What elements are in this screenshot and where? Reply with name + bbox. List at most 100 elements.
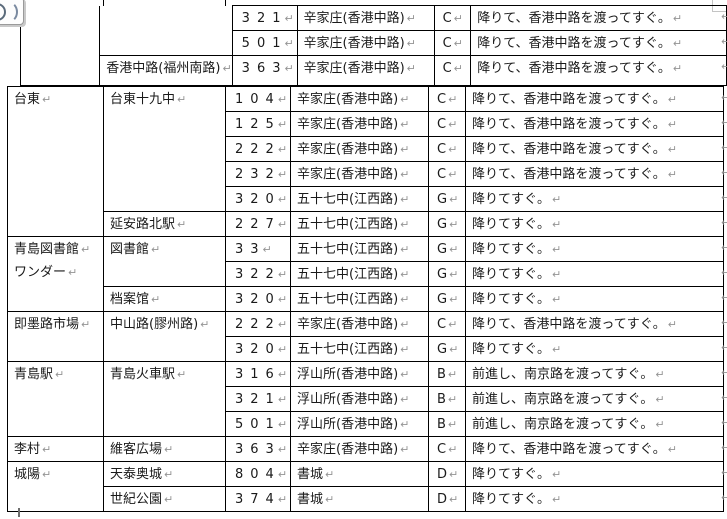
- dest-cell[interactable]: 五十七中(江西路) ↵: [290, 236, 429, 262]
- note-cell[interactable]: 降りて、香港中路を渡ってすぐ。 ↵: [465, 161, 724, 187]
- dest-cell[interactable]: 浮山所(香港中路) ↵: [290, 411, 429, 437]
- stop-cell[interactable]: 香港中路(福州南路) ↵: [99, 55, 233, 86]
- note-cell[interactable]: 降りて、香港中路を渡ってすぐ。 ↵: [465, 86, 724, 112]
- bus-cell[interactable]: 501↵: [225, 411, 291, 437]
- code-cell[interactable]: G ↵: [428, 211, 466, 237]
- note-cell[interactable]: 降りてすぐ。 ↵: [465, 186, 724, 212]
- note-cell[interactable]: 降りて、香港中路を渡ってすぐ。 ↵: [465, 111, 724, 137]
- code-cell[interactable]: C ↵: [428, 311, 466, 337]
- stop-cell[interactable]: [99, 5, 233, 56]
- code-cell[interactable]: C ↵: [433, 30, 472, 56]
- note-cell[interactable]: 降りて、香港中路を渡ってすぐ。 ↵: [470, 55, 727, 86]
- bus-cell[interactable]: 222↵: [225, 311, 291, 337]
- code-cell[interactable]: C ↵: [428, 436, 466, 462]
- code-cell[interactable]: C ↵: [428, 136, 466, 162]
- code-cell[interactable]: D ↵: [428, 486, 466, 512]
- code-cell[interactable]: B ↵: [428, 411, 466, 437]
- dest-cell[interactable]: 五十七中(江西路) ↵: [290, 336, 429, 362]
- bus-cell[interactable]: 374↵: [225, 486, 291, 512]
- note-cell[interactable]: 前進し、南京路を渡ってすぐ。 ↵: [465, 361, 724, 387]
- bus-cell[interactable]: 104↵: [225, 86, 291, 112]
- note-cell[interactable]: 降りてすぐ。 ↵: [465, 261, 724, 287]
- code-cell[interactable]: D ↵: [428, 461, 466, 487]
- code-cell[interactable]: C ↵: [428, 161, 466, 187]
- bus-cell[interactable]: 232↵: [225, 161, 291, 187]
- note-cell[interactable]: 降りてすぐ。 ↵: [465, 286, 724, 312]
- note-cell[interactable]: 降りて、香港中路を渡ってすぐ。 ↵: [465, 311, 724, 337]
- note-cell[interactable]: 降りて、香港中路を渡ってすぐ。 ↵: [465, 436, 724, 462]
- dest-cell[interactable]: 辛家庄(香港中路) ↵: [296, 5, 435, 31]
- dest-cell[interactable]: 辛家庄(香港中路) ↵: [296, 55, 435, 86]
- note-cell[interactable]: 降りてすぐ。 ↵: [465, 211, 724, 237]
- note-cell[interactable]: 降りて、香港中路を渡ってすぐ。 ↵: [470, 5, 727, 31]
- bus-cell[interactable]: 321↵: [231, 5, 298, 31]
- stop-cell[interactable]: 世紀公園 ↵: [103, 486, 226, 512]
- code-cell[interactable]: G ↵: [428, 186, 466, 212]
- area-cell[interactable]: 台東 ↵: [7, 86, 104, 237]
- code-cell[interactable]: C ↵: [433, 5, 472, 31]
- area-cell[interactable]: [19, 5, 101, 86]
- note-cell[interactable]: 降りてすぐ。 ↵: [465, 461, 724, 487]
- note-cell[interactable]: 降りてすぐ。 ↵: [465, 486, 724, 512]
- bus-cell[interactable]: 320↵: [225, 336, 291, 362]
- bus-cell[interactable]: 804↵: [225, 461, 291, 487]
- bus-cell[interactable]: 322↵: [225, 261, 291, 287]
- code-cell[interactable]: C ↵: [428, 86, 466, 112]
- dest-cell[interactable]: 辛家庄(香港中路) ↵: [296, 30, 435, 56]
- stop-cell[interactable]: 天泰奥城 ↵: [103, 461, 226, 487]
- dest-cell[interactable]: 五十七中(江西路) ↵: [290, 261, 429, 287]
- area-cell[interactable]: 李村 ↵: [7, 436, 104, 462]
- dest-cell[interactable]: 辛家庄(香港中路) ↵: [290, 311, 429, 337]
- code-cell[interactable]: G ↵: [428, 286, 466, 312]
- dest-cell[interactable]: 辛家庄(香港中路) ↵: [290, 161, 429, 187]
- code-text: G: [437, 192, 448, 207]
- bus-cell[interactable]: 316↵: [225, 361, 291, 387]
- area-cell[interactable]: 青島駅 ↵: [7, 361, 104, 437]
- code-cell[interactable]: G ↵: [428, 336, 466, 362]
- dest-cell[interactable]: 浮山所(香港中路) ↵: [290, 386, 429, 412]
- code-cell[interactable]: C ↵: [433, 55, 472, 86]
- note-cell[interactable]: 降りて、香港中路を渡ってすぐ。 ↵: [465, 136, 724, 162]
- bus-cell[interactable]: 222↵: [225, 136, 291, 162]
- area-cell[interactable]: 城陽 ↵: [7, 461, 104, 512]
- bus-cell[interactable]: 320↵: [225, 286, 291, 312]
- note-cell[interactable]: 前進し、南京路を渡ってすぐ。 ↵: [465, 411, 724, 437]
- stop-cell[interactable]: 档案馆 ↵: [103, 286, 226, 312]
- bus-cell[interactable]: 501↵: [231, 30, 298, 56]
- bus-cell[interactable]: 227↵: [225, 211, 291, 237]
- bus-cell[interactable]: 363↵: [231, 55, 298, 86]
- dest-cell[interactable]: 浮山所(香港中路) ↵: [290, 361, 429, 387]
- bus-cell[interactable]: 33↵: [225, 236, 291, 262]
- bus-cell[interactable]: 320↵: [225, 186, 291, 212]
- note-cell[interactable]: 降りてすぐ。 ↵: [465, 336, 724, 362]
- dest-cell[interactable]: 辛家庄(香港中路) ↵: [290, 436, 429, 462]
- note-cell[interactable]: 降りて、香港中路を渡ってすぐ。 ↵: [470, 30, 727, 56]
- area-cell[interactable]: 青島図書館 ↵ ワンダー ↵: [7, 236, 104, 312]
- code-cell[interactable]: G ↵: [428, 261, 466, 287]
- floating-toolbar-button[interactable]: [0, 0, 24, 25]
- dest-cell[interactable]: 辛家庄(香港中路) ↵: [290, 86, 429, 112]
- dest-cell[interactable]: 五十七中(江西路) ↵: [290, 211, 429, 237]
- note-cell[interactable]: 降りてすぐ。 ↵: [465, 236, 724, 262]
- dest-cell[interactable]: 五十七中(江西路) ↵: [290, 186, 429, 212]
- bus-cell[interactable]: 321↵: [225, 386, 291, 412]
- code-cell[interactable]: C ↵: [428, 111, 466, 137]
- dest-cell[interactable]: 五十七中(江西路) ↵: [290, 286, 429, 312]
- note-cell[interactable]: 前進し、南京路を渡ってすぐ。 ↵: [465, 386, 724, 412]
- stop-cell[interactable]: 台東十九中 ↵: [103, 86, 226, 212]
- dest-cell[interactable]: 書城 ↵: [290, 461, 429, 487]
- bus-cell[interactable]: 125↵: [225, 111, 291, 137]
- dest-cell[interactable]: 辛家庄(香港中路) ↵: [290, 111, 429, 137]
- stop-cell[interactable]: 延安路北駅 ↵: [103, 211, 226, 237]
- code-cell[interactable]: G ↵: [428, 236, 466, 262]
- stop-cell[interactable]: 中山路(膠州路) ↵: [103, 311, 226, 362]
- code-cell[interactable]: B ↵: [428, 361, 466, 387]
- area-cell[interactable]: 即墨路市場 ↵: [7, 311, 104, 362]
- dest-cell[interactable]: 書城 ↵: [290, 486, 429, 512]
- stop-cell[interactable]: 青島火車駅 ↵: [103, 361, 226, 437]
- stop-cell[interactable]: 図書館 ↵: [103, 236, 226, 287]
- dest-cell[interactable]: 辛家庄(香港中路) ↵: [290, 136, 429, 162]
- bus-cell[interactable]: 363↵: [225, 436, 291, 462]
- stop-cell[interactable]: 維客広場 ↵: [103, 436, 226, 462]
- code-cell[interactable]: B ↵: [428, 386, 466, 412]
